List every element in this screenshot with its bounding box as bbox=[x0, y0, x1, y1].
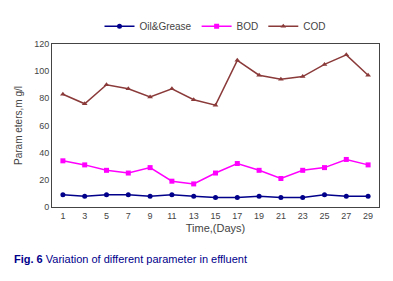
svg-text:Oil&Grease: Oil&Grease bbox=[140, 21, 192, 32]
svg-text:BOD: BOD bbox=[237, 21, 259, 32]
svg-text:20: 20 bbox=[39, 175, 49, 185]
svg-text:27: 27 bbox=[341, 211, 351, 221]
svg-text:100: 100 bbox=[34, 66, 49, 76]
svg-text:15: 15 bbox=[210, 211, 220, 221]
svg-text:Time,(Days): Time,(Days) bbox=[186, 222, 245, 234]
svg-text:120: 120 bbox=[34, 39, 49, 49]
svg-text:3: 3 bbox=[82, 211, 87, 221]
svg-text:19: 19 bbox=[254, 211, 264, 221]
svg-text:1: 1 bbox=[60, 211, 65, 221]
svg-text:7: 7 bbox=[126, 211, 131, 221]
svg-text:25: 25 bbox=[319, 211, 329, 221]
svg-text:60: 60 bbox=[39, 121, 49, 131]
svg-text:5: 5 bbox=[104, 211, 109, 221]
svg-text:Fig. 6 Variation of different: Fig. 6 Variation of different parameter … bbox=[14, 253, 247, 265]
svg-text:Param eters,m g/l: Param eters,m g/l bbox=[13, 86, 24, 165]
svg-text:17: 17 bbox=[232, 211, 242, 221]
svg-text:0: 0 bbox=[44, 202, 49, 212]
svg-text:13: 13 bbox=[189, 211, 199, 221]
svg-text:29: 29 bbox=[363, 211, 373, 221]
svg-text:COD: COD bbox=[303, 21, 325, 32]
svg-text:23: 23 bbox=[298, 211, 308, 221]
svg-text:11: 11 bbox=[167, 211, 176, 221]
svg-text:80: 80 bbox=[39, 93, 49, 103]
svg-text:21: 21 bbox=[276, 211, 286, 221]
svg-text:40: 40 bbox=[39, 148, 49, 158]
svg-text:9: 9 bbox=[148, 211, 153, 221]
